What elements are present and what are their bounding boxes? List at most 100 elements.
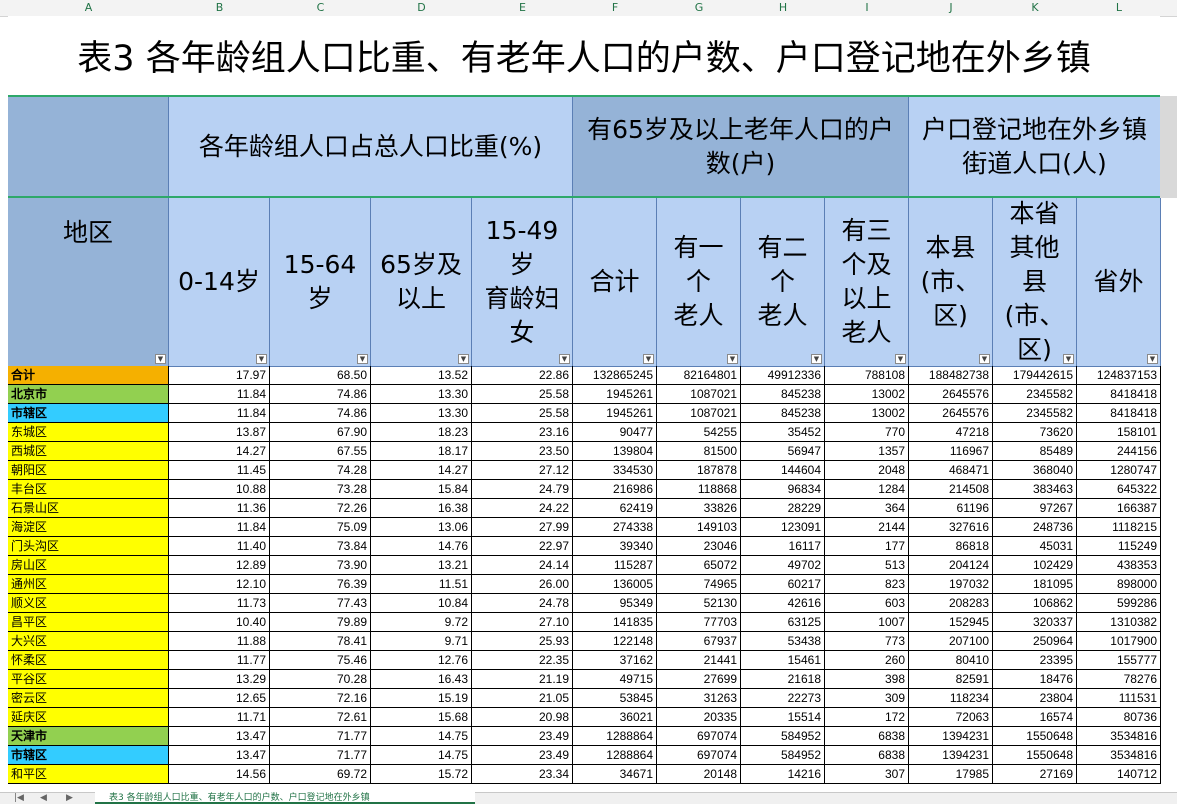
- value-cell[interactable]: 23046: [657, 537, 741, 556]
- value-cell[interactable]: 77703: [657, 613, 741, 632]
- value-cell[interactable]: 24.14: [472, 556, 573, 575]
- value-cell[interactable]: 72063: [909, 708, 993, 727]
- value-cell[interactable]: 22.35: [472, 651, 573, 670]
- value-cell[interactable]: 139804: [573, 442, 657, 461]
- value-cell[interactable]: 68.50: [270, 366, 371, 385]
- value-cell[interactable]: 14.27: [169, 442, 270, 461]
- value-cell[interactable]: 398: [825, 670, 909, 689]
- value-cell[interactable]: 8418418: [1077, 404, 1161, 423]
- value-cell[interactable]: 25.58: [472, 404, 573, 423]
- column-letter-g[interactable]: G: [694, 1, 704, 14]
- value-cell[interactable]: 12.76: [371, 651, 472, 670]
- value-cell[interactable]: 2345582: [993, 385, 1077, 404]
- value-cell[interactable]: 53438: [741, 632, 825, 651]
- value-cell[interactable]: 45031: [993, 537, 1077, 556]
- value-cell[interactable]: 11.84: [169, 518, 270, 537]
- value-cell[interactable]: 158101: [1077, 423, 1161, 442]
- value-cell[interactable]: 52130: [657, 594, 741, 613]
- value-cell[interactable]: 27.10: [472, 613, 573, 632]
- value-cell[interactable]: 15.72: [371, 765, 472, 784]
- value-cell[interactable]: 9.72: [371, 613, 472, 632]
- value-cell[interactable]: 115287: [573, 556, 657, 575]
- value-cell[interactable]: 845238: [741, 404, 825, 423]
- column-letter-h[interactable]: H: [778, 1, 788, 14]
- value-cell[interactable]: 60217: [741, 575, 825, 594]
- value-cell[interactable]: 16117: [741, 537, 825, 556]
- value-cell[interactable]: 17.97: [169, 366, 270, 385]
- value-cell[interactable]: 22.97: [472, 537, 573, 556]
- value-cell[interactable]: 53845: [573, 689, 657, 708]
- column-letter-a[interactable]: A: [84, 1, 93, 14]
- value-cell[interactable]: 16.43: [371, 670, 472, 689]
- value-cell[interactable]: 10.88: [169, 480, 270, 499]
- value-cell[interactable]: 21.05: [472, 689, 573, 708]
- value-cell[interactable]: 788108: [825, 366, 909, 385]
- value-cell[interactable]: 307: [825, 765, 909, 784]
- value-cell[interactable]: 2144: [825, 518, 909, 537]
- value-cell[interactable]: 72.16: [270, 689, 371, 708]
- value-cell[interactable]: 13.47: [169, 727, 270, 746]
- value-cell[interactable]: 26.00: [472, 575, 573, 594]
- filter-dropdown-icon[interactable]: ▼: [895, 354, 906, 364]
- value-cell[interactable]: 13.21: [371, 556, 472, 575]
- header-age-0-14[interactable]: 0-14岁 ▼: [169, 198, 270, 367]
- value-cell[interactable]: 16574: [993, 708, 1077, 727]
- value-cell[interactable]: 18.23: [371, 423, 472, 442]
- value-cell[interactable]: 24.22: [472, 499, 573, 518]
- column-letter-j[interactable]: J: [949, 1, 953, 14]
- value-cell[interactable]: 75.09: [270, 518, 371, 537]
- value-cell[interactable]: 697074: [657, 746, 741, 765]
- value-cell[interactable]: 63125: [741, 613, 825, 632]
- value-cell[interactable]: 1284: [825, 480, 909, 499]
- value-cell[interactable]: 22273: [741, 689, 825, 708]
- value-cell[interactable]: 244156: [1077, 442, 1161, 461]
- value-cell[interactable]: 65072: [657, 556, 741, 575]
- value-cell[interactable]: 1550648: [993, 746, 1077, 765]
- value-cell[interactable]: 25.93: [472, 632, 573, 651]
- header-outside-province[interactable]: 省外 ▼: [1077, 198, 1161, 367]
- value-cell[interactable]: 12.10: [169, 575, 270, 594]
- value-cell[interactable]: 86818: [909, 537, 993, 556]
- value-cell[interactable]: 1945261: [573, 404, 657, 423]
- region-name-cell[interactable]: 房山区: [8, 556, 169, 575]
- first-sheet-icon[interactable]: |◀: [14, 793, 24, 803]
- value-cell[interactable]: 81500: [657, 442, 741, 461]
- value-cell[interactable]: 74965: [657, 575, 741, 594]
- region-name-cell[interactable]: 顺义区: [8, 594, 169, 613]
- value-cell[interactable]: 513: [825, 556, 909, 575]
- value-cell[interactable]: 16.38: [371, 499, 472, 518]
- value-cell[interactable]: 35452: [741, 423, 825, 442]
- value-cell[interactable]: 21.19: [472, 670, 573, 689]
- value-cell[interactable]: 118234: [909, 689, 993, 708]
- value-cell[interactable]: 80410: [909, 651, 993, 670]
- value-cell[interactable]: 61196: [909, 499, 993, 518]
- filter-dropdown-icon[interactable]: ▼: [155, 354, 166, 364]
- value-cell[interactable]: 27169: [993, 765, 1077, 784]
- value-cell[interactable]: 1288864: [573, 746, 657, 765]
- value-cell[interactable]: 14.75: [371, 746, 472, 765]
- value-cell[interactable]: 23.34: [472, 765, 573, 784]
- value-cell[interactable]: 11.40: [169, 537, 270, 556]
- value-cell[interactable]: 155777: [1077, 651, 1161, 670]
- value-cell[interactable]: 78276: [1077, 670, 1161, 689]
- header-three-elders[interactable]: 有三 个及 以上 老人 ▼: [825, 198, 909, 367]
- sheet-tab-active[interactable]: 表3 各年龄组人口比重、有老年人口的户数、户口登记地在外乡镇: [95, 792, 475, 804]
- value-cell[interactable]: 96834: [741, 480, 825, 499]
- value-cell[interactable]: 47218: [909, 423, 993, 442]
- header-age-ratio[interactable]: 各年龄组人口占总人口比重(%): [169, 97, 573, 198]
- value-cell[interactable]: 15.84: [371, 480, 472, 499]
- value-cell[interactable]: 898000: [1077, 575, 1161, 594]
- region-name-cell[interactable]: 东城区: [8, 423, 169, 442]
- value-cell[interactable]: 67.90: [270, 423, 371, 442]
- filter-dropdown-icon[interactable]: ▼: [458, 354, 469, 364]
- value-cell[interactable]: 6838: [825, 727, 909, 746]
- region-name-cell[interactable]: 门头沟区: [8, 537, 169, 556]
- value-cell[interactable]: 166387: [1077, 499, 1161, 518]
- value-cell[interactable]: 37162: [573, 651, 657, 670]
- value-cell[interactable]: 80736: [1077, 708, 1161, 727]
- value-cell[interactable]: 10.40: [169, 613, 270, 632]
- value-cell[interactable]: 11.77: [169, 651, 270, 670]
- value-cell[interactable]: 13.29: [169, 670, 270, 689]
- value-cell[interactable]: 124837153: [1077, 366, 1161, 385]
- filter-dropdown-icon[interactable]: ▼: [256, 354, 267, 364]
